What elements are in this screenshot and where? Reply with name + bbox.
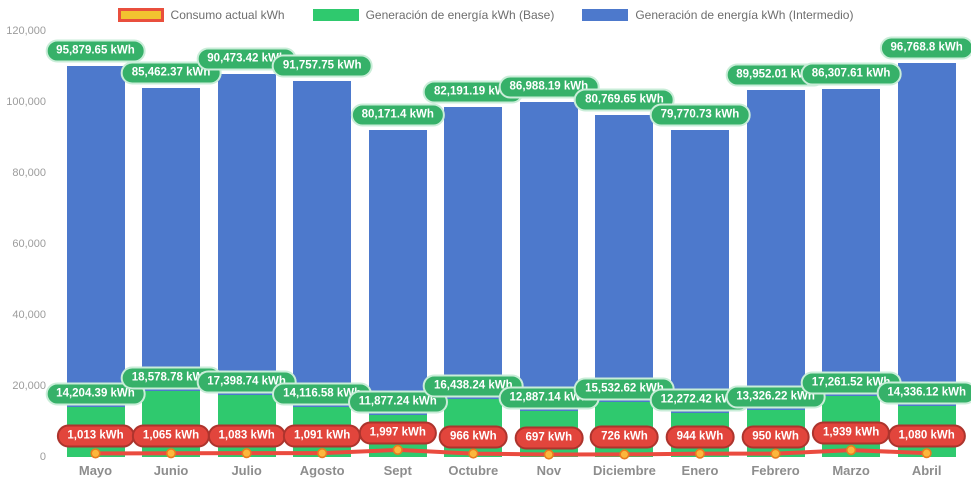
bar-segment-intermedio xyxy=(822,89,881,396)
value-label-intermedio: 86,988.19 kWh xyxy=(498,75,600,99)
y-tick-label: 80,000 xyxy=(12,167,46,179)
value-label-consumo: 1,065 kWh xyxy=(131,424,211,448)
value-label-base: 14,116.58 kWh xyxy=(272,382,373,406)
value-label-intermedio: 82,191.19 kWh xyxy=(422,80,524,104)
value-label-base: 11,877.24 kWh xyxy=(347,390,448,414)
value-label-base: 18,578.78 kWh xyxy=(120,366,222,390)
value-label-consumo: 726 kWh xyxy=(590,425,659,449)
value-label-consumo: 944 kWh xyxy=(665,425,735,449)
value-label-intermedio: 80,769.65 kWh xyxy=(574,88,675,112)
value-label-base: 14,204.39 kWh xyxy=(45,382,146,406)
value-label-intermedio: 90,473.42 kWh xyxy=(196,47,297,71)
value-label-base: 15,532.62 kWh xyxy=(574,377,675,401)
value-label-intermedio: 85,462.37 kWh xyxy=(120,61,222,85)
y-tick-label: 40,000 xyxy=(12,309,46,321)
bar-segment-intermedio xyxy=(519,102,578,412)
value-label-consumo: 1,939 kWh xyxy=(811,421,891,445)
bar-segment-intermedio xyxy=(142,87,201,392)
month-label-junio: Junio xyxy=(153,463,189,478)
value-label-intermedio: 86,307.61 kWh xyxy=(800,62,902,86)
month-label-nov: Nov xyxy=(536,463,562,478)
value-label-base: 12,887.14 kWh xyxy=(498,386,600,410)
legend: Consumo actual kWh Generación de energía… xyxy=(0,5,971,25)
month-label-marzo: Marzo xyxy=(832,463,870,478)
bar-segment-intermedio xyxy=(293,81,352,407)
legend-label-base: Generación de energía kWh (Base) xyxy=(365,8,555,22)
value-label-intermedio: 79,770.73 kWh xyxy=(649,103,751,127)
value-label-consumo: 1,997 kWh xyxy=(358,421,437,445)
value-label-intermedio: 80,171.4 kWh xyxy=(350,103,445,127)
month-label-mayo: Mayo xyxy=(78,463,113,478)
value-label-base: 13,326.22 kWh xyxy=(725,385,826,409)
month-label-febrero: Febrero xyxy=(751,463,800,478)
month-label-agosto: Agosto xyxy=(299,463,345,478)
month-label-abril: Abril xyxy=(911,463,942,478)
value-label-intermedio: 91,757.75 kWh xyxy=(271,54,373,78)
legend-item-base[interactable]: Generación de energía kWh (Base) xyxy=(312,8,555,22)
value-label-consumo: 1,083 kWh xyxy=(207,424,286,448)
value-label-consumo: 966 kWh xyxy=(438,425,508,449)
bar-segment-intermedio xyxy=(444,106,503,399)
y-tick-label: 100,000 xyxy=(6,96,46,108)
value-label-base: 17,261.52 kWh xyxy=(800,371,902,395)
month-label-enero: Enero xyxy=(681,463,719,478)
bar-segment-intermedio xyxy=(66,66,125,407)
value-label-consumo: 1,091 kWh xyxy=(283,424,362,448)
value-label-base: 12,272.42 kWh xyxy=(649,388,751,412)
y-tick-label: 20,000 xyxy=(12,380,46,392)
value-label-consumo: 1,080 kWh xyxy=(887,424,966,448)
value-label-consumo: 1,013 kWh xyxy=(56,424,135,448)
value-label-intermedio: 96,768.8 kWh xyxy=(879,36,971,60)
consumo-swatch-icon xyxy=(117,8,164,22)
y-tick-label: 60,000 xyxy=(12,238,46,250)
bar-segment-intermedio xyxy=(746,90,805,410)
intermedio-swatch-icon xyxy=(582,9,629,21)
y-tick-label: 0 xyxy=(39,451,46,463)
bar-segment-intermedio xyxy=(897,62,956,407)
bar-segment-intermedio xyxy=(670,130,729,414)
value-label-intermedio: 95,879.65 kWh xyxy=(45,39,146,63)
value-label-consumo: 697 kWh xyxy=(514,426,584,450)
value-label-base: 17,398.74 kWh xyxy=(196,370,297,394)
legend-label-intermedio: Generación de energía kWh (Intermedio) xyxy=(635,8,854,22)
month-label-sept: Sept xyxy=(383,463,412,478)
legend-label-consumo: Consumo actual kWh xyxy=(170,8,285,22)
month-label-julio: Julio xyxy=(231,463,262,478)
month-label-octubre: Octubre xyxy=(448,463,499,478)
month-label-diciembre: Diciembre xyxy=(592,463,656,478)
bar-segment-intermedio xyxy=(595,115,654,402)
base-swatch-icon xyxy=(312,9,359,21)
value-label-base: 16,438.24 kWh xyxy=(422,374,524,398)
y-tick-label: 120,000 xyxy=(6,25,46,37)
bar-segment-intermedio xyxy=(368,130,427,415)
value-label-base: 14,336.12 kWh xyxy=(876,381,971,405)
value-label-intermedio: 89,952.01 kWh xyxy=(725,63,826,87)
legend-item-intermedio[interactable]: Generación de energía kWh (Intermedio) xyxy=(582,8,853,22)
bar-segment-intermedio xyxy=(217,74,276,396)
value-label-consumo: 950 kWh xyxy=(741,425,810,449)
legend-item-consumo[interactable]: Consumo actual kWh xyxy=(117,8,285,22)
